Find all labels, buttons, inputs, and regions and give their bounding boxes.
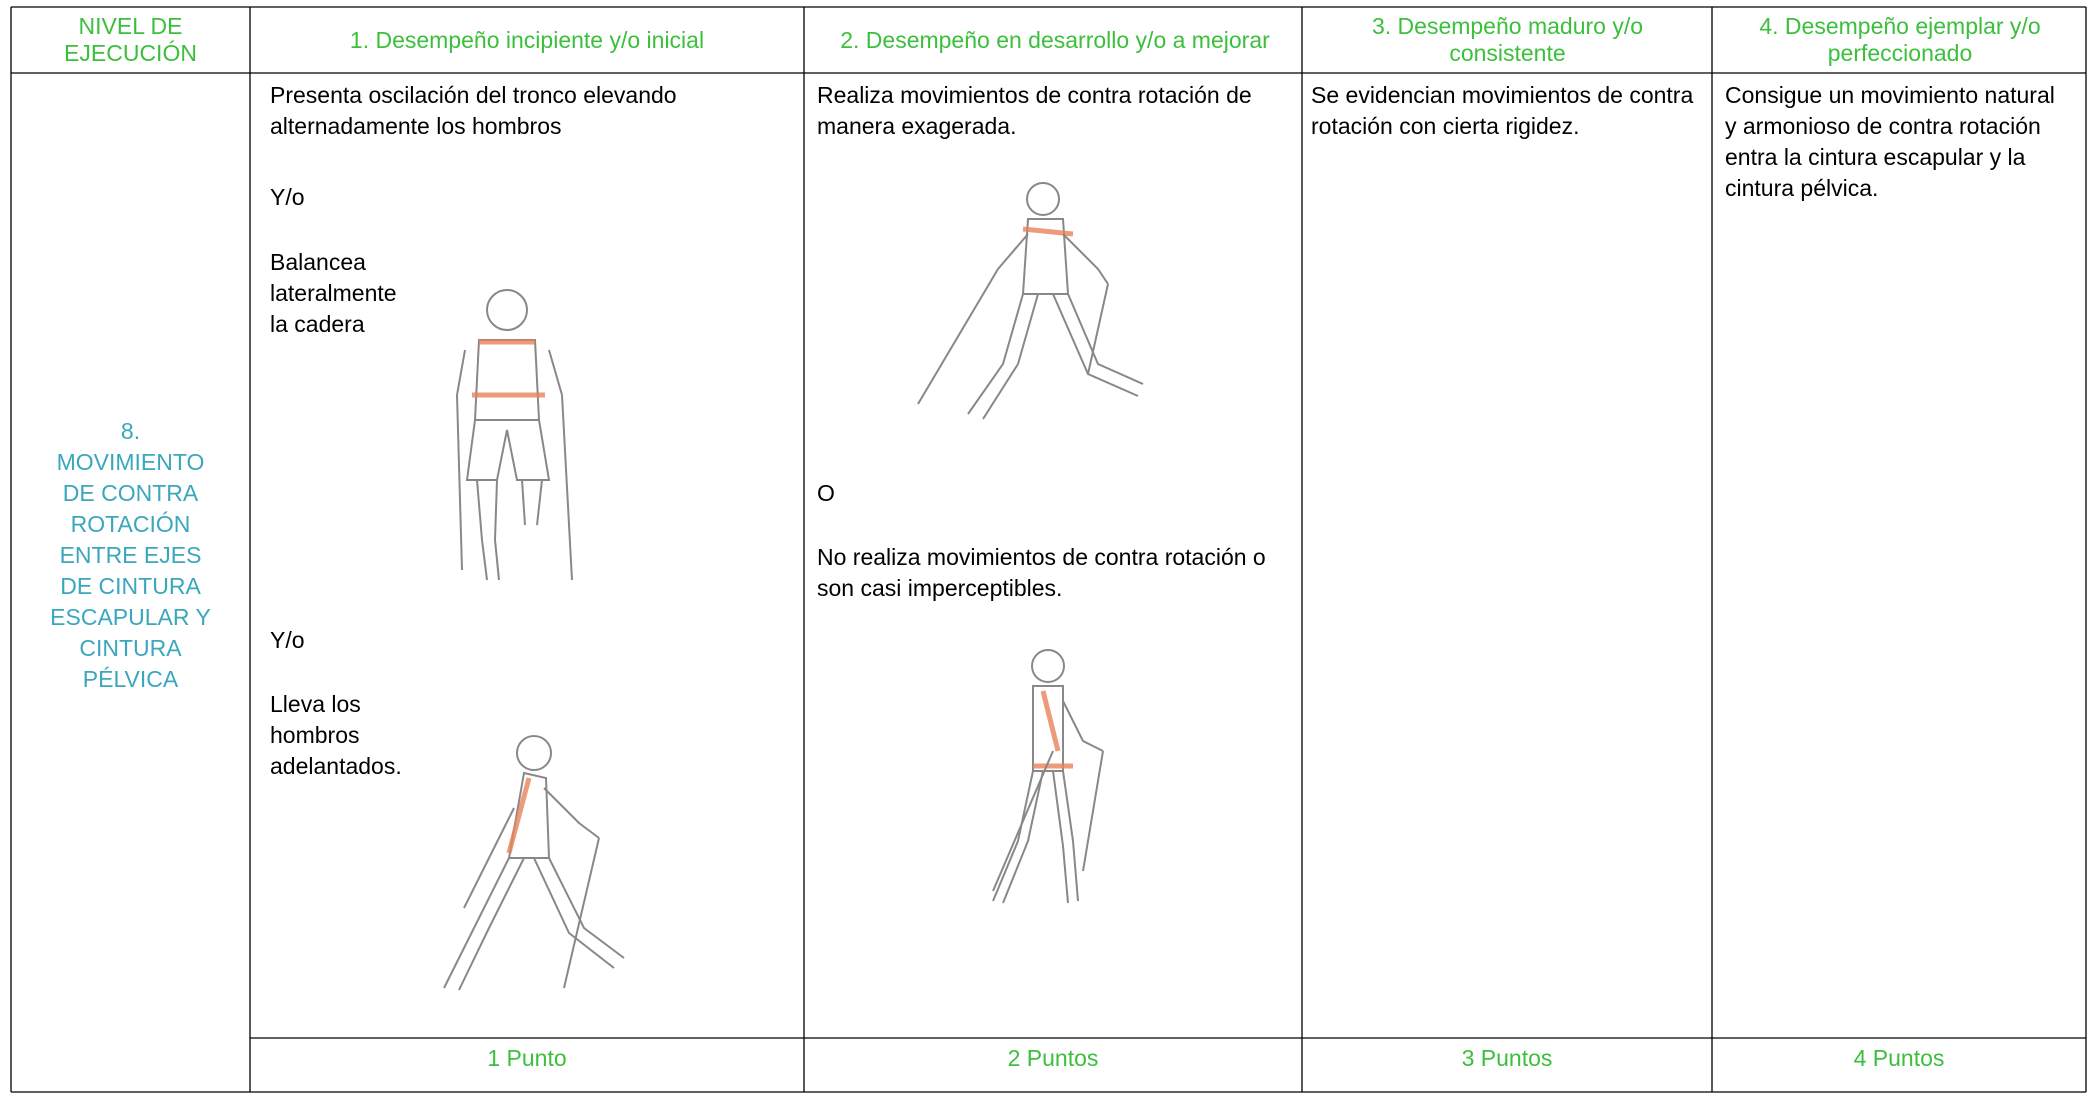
illustration-minimal [992,649,1104,904]
row-label-line: ROTACIÓN [70,511,191,537]
header-cell: 3. Desempeño maduro y/o consistente [1371,13,1644,66]
row-label-line: CINTURA [79,635,182,661]
paragraph: Presenta oscilación del tronco elevando … [270,82,677,139]
points-cell: 4 Puntos [1853,1044,1945,1071]
paragraph: Y/o [270,184,305,210]
illustration-exaggerated [917,182,1144,420]
paragraph: Se evidencian movimientos de contra rota… [1311,82,1694,139]
header-cell: 2. Desempeño en desarrollo y/o a mejorar [840,26,1270,53]
row-label-line: MOVIMIENTO [56,449,205,475]
header-cell: NIVEL DE EJECUCIÓN [64,13,197,66]
points-cell: 2 Puntos [1007,1044,1099,1071]
row-label-line: DE CONTRA [62,480,199,506]
paragraph: Lleva los hombros adelantados. [270,691,402,779]
row-label-line: PÉLVICA [82,666,179,692]
borders [10,6,2087,1093]
illustration-frontal [456,289,573,581]
paragraph: Realiza movimientos de contra rotación d… [817,82,1252,139]
paragraph: O [817,480,835,506]
points-cell: 3 Puntos [1461,1044,1553,1071]
row-label-line: 8. [120,418,141,444]
paragraph: Consigue un movimiento natural y armonio… [1725,82,2055,201]
row-label-line: ESCAPULAR Y [50,604,211,630]
paragraph: No realiza movimientos de contra rotació… [817,544,1266,601]
row-label: 8. MOVIMIENTO DE CONTRA ROTACIÓN ENTRE E… [11,73,250,1038]
paragraph: Y/o [270,627,305,653]
row-label-line: ENTRE EJES [59,542,202,568]
row-label-line: DE CINTURA [60,573,201,599]
header-cell: 1. Desempeño incipiente y/o inicial [349,26,705,53]
points-cell: 1 Punto [487,1044,567,1071]
illustration-shoulders [443,735,625,991]
header-cell: 4. Desempeño ejemplar y/o perfeccionado [1759,13,2041,66]
paragraph: Balancea lateralmente la cadera [270,249,397,337]
